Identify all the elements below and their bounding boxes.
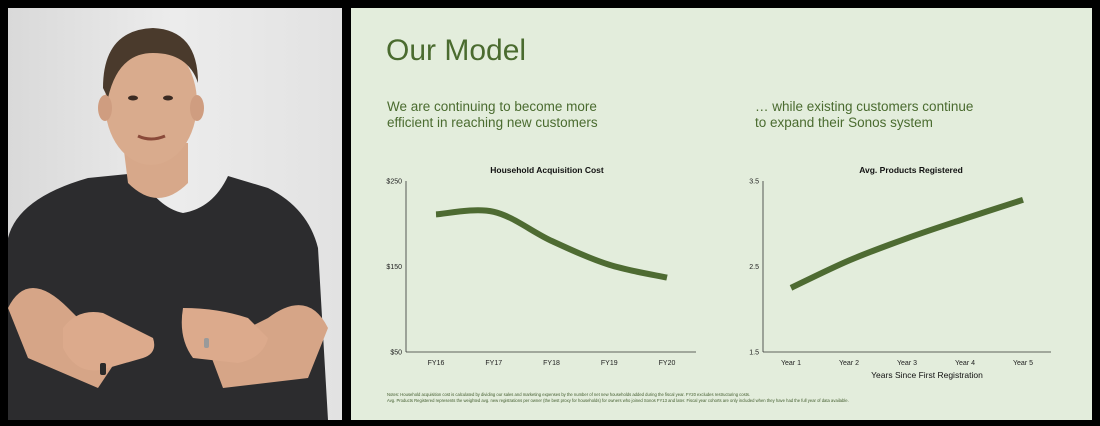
presentation-slide: Our Model We are continuing to become mo… [351, 8, 1092, 420]
products-registered-y-tick-label: 3.5 [749, 179, 759, 186]
acquisition-cost-x-tick-label: FY19 [601, 360, 618, 367]
acquisition-cost-series-line [435, 207, 668, 281]
footnote-line: Notes: Household acquisition cost is cal… [387, 392, 751, 397]
products-registered-chart-title: Avg. Products Registered [859, 165, 963, 175]
acquisition-cost-y-tick-label: $50 [390, 350, 402, 357]
acquisition-cost-chart: $250 $150 $50 FY16 FY17 FY18 FY19 FY20 3.5 2.5 1.5… [386, 179, 1051, 380]
products-registered-y-tick-label: 2.5 [749, 264, 759, 271]
footnote-line: Avg. Products Registered represents the … [387, 398, 849, 403]
acquisition-cost-y-tick-label: $150 [386, 264, 402, 271]
acquisition-cost-x-tick-label: FY20 [659, 360, 676, 367]
right-subtitle: … while existing customers continue to e… [755, 99, 974, 130]
products-registered-x-tick-label: Year 1 [781, 360, 801, 367]
products-registered-series-line [789, 196, 1024, 291]
presenter-figure [8, 28, 328, 420]
left-subtitle: We are continuing to become more efficie… [387, 99, 598, 130]
acquisition-cost-x-tick-label: FY17 [485, 360, 502, 367]
products-registered-x-axis-label: Years Since First Registration [871, 370, 983, 380]
acquisition-cost-x-tick-label: FY18 [543, 360, 560, 367]
products-registered-x-tick-label: Year 5 [1013, 360, 1033, 367]
products-registered-x-tick-label: Year 2 [839, 360, 859, 367]
products-registered-y-tick-label: 1.5 [749, 350, 759, 357]
acquisition-cost-x-tick-label: FY16 [428, 360, 445, 367]
acquisition-cost-chart-title: Household Acquisition Cost [490, 165, 604, 175]
slide-title: Our Model [386, 34, 527, 67]
footnotes: Notes: Household acquisition cost is cal… [387, 392, 987, 404]
products-registered-x-tick-label: Year 3 [897, 360, 917, 367]
products-registered-x-tick-label: Year 4 [955, 360, 975, 367]
presenter-video [8, 8, 342, 420]
acquisition-cost-y-tick-label: $250 [386, 179, 402, 186]
